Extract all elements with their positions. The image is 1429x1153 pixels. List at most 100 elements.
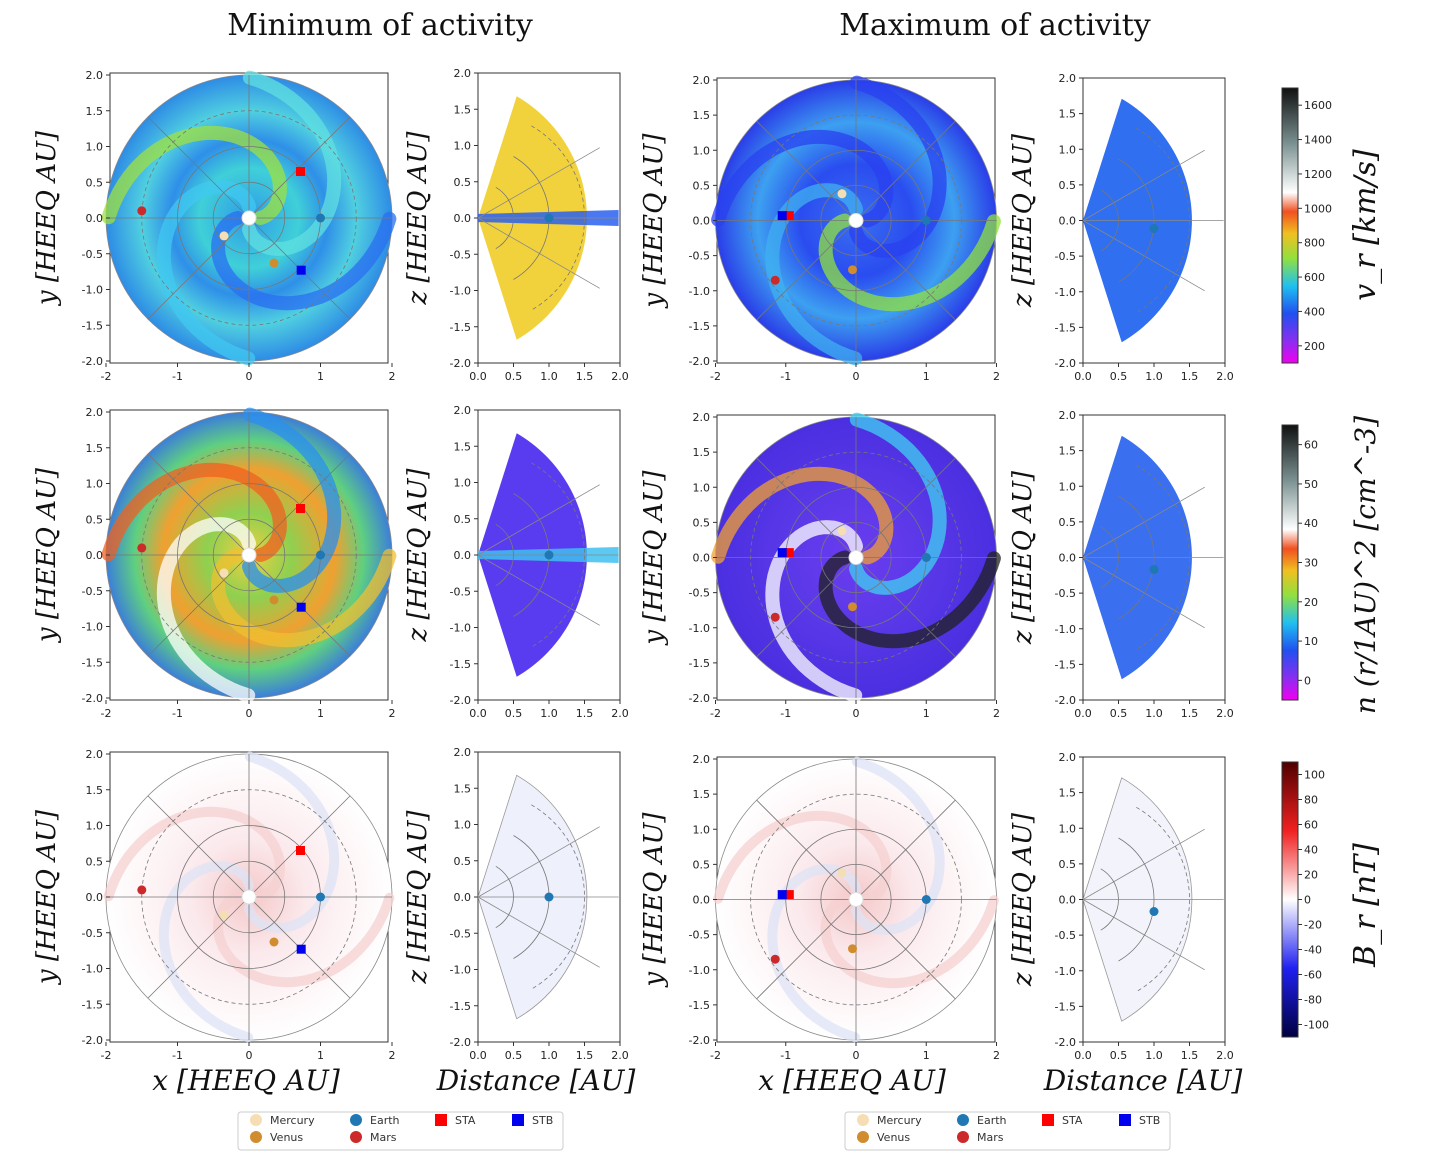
y-tick-label: 1.5	[693, 446, 711, 459]
x-tick-label: 1.5	[1181, 370, 1199, 383]
y-tick-label: -1.0	[450, 285, 471, 298]
y-axis-label: y [HEEQ AU]	[32, 467, 62, 643]
polar-grid-circle	[141, 110, 357, 326]
x-tick-label: 1.0	[540, 707, 558, 720]
x-tick-label: 1	[317, 370, 324, 383]
y-tick-label: 0.5	[454, 855, 472, 868]
y-tick-label: 0.0	[693, 215, 711, 228]
colorbar-vr-tick-label: 1400	[1304, 134, 1332, 147]
y-tick-label: 1.0	[454, 140, 472, 153]
y-tick-label: -2.0	[1055, 357, 1076, 370]
y-axis-label: y [HEEQ AU]	[639, 133, 669, 309]
x-tick-label: 0.5	[505, 1049, 523, 1062]
y-tick-label: 2.0	[86, 69, 104, 82]
merid-grid-arc	[1100, 526, 1119, 589]
y-tick-label: -2.0	[450, 357, 471, 370]
y-tick-label: 1.5	[693, 109, 711, 122]
merid-grid-line	[477, 826, 600, 898]
mars-marker	[137, 885, 147, 895]
merid-grid-line	[1082, 149, 1205, 221]
mars-legend-marker	[350, 1131, 362, 1143]
colorbar-br-tick-label: -80	[1304, 994, 1322, 1007]
y-tick-label: 1.0	[693, 481, 711, 494]
y-tick-label: -0.5	[1055, 587, 1076, 600]
polar-panel-r1-min: -2 -1 0 1 2 2.0 1.5 1.0 0.5 0.0 -0.5 -1.0 -1.5 -2.0 y …	[32, 406, 397, 720]
header-maximum: Maximum of activity	[839, 8, 1151, 43]
stb-legend-marker	[1119, 1114, 1131, 1126]
stb-legend-label: STB	[532, 1114, 553, 1127]
y-tick-label: 0.0	[1059, 894, 1077, 907]
x-tick-label: -1	[172, 370, 183, 383]
y-tick-label: 1.5	[86, 784, 104, 797]
merid-grid-arc	[1136, 464, 1190, 651]
y-tick-label: -1.5	[689, 320, 710, 333]
y-tick-label: 1.5	[1059, 108, 1077, 121]
y-tick-label: -0.5	[689, 250, 710, 263]
x-tick-label: 1.0	[540, 1049, 558, 1062]
x-tick-label: 1	[923, 370, 930, 383]
colorbar-n: 60 50 40 30 20 10 0 n (r/1AU)^2 [cm^-3]	[1281, 416, 1382, 714]
merid-grid-line	[1082, 557, 1205, 629]
y-axis-label: z [HEEQ AU]	[1008, 470, 1038, 645]
merid-grid-arc	[531, 804, 585, 990]
x-tick-label: 0.5	[505, 707, 523, 720]
y-tick-label: 0.0	[693, 894, 711, 907]
mars-legend-label: Mars	[977, 1131, 1004, 1144]
y-tick-label: -1.5	[1055, 1000, 1076, 1013]
merid-grid-arc	[495, 523, 514, 587]
x-tick-label: 1	[923, 707, 930, 720]
polar-grid-circle	[820, 521, 892, 594]
y-tick-label: -0.5	[689, 587, 710, 600]
merid-grid-line	[477, 147, 600, 219]
merid-grid-line	[1082, 899, 1205, 971]
x-tick-label: -1	[780, 707, 791, 720]
polar-grid-circle	[750, 114, 962, 327]
merid-grid-arc	[1136, 806, 1190, 993]
merid-grid-arc	[1118, 837, 1155, 962]
x-tick-label: 0	[246, 1049, 253, 1062]
y-tick-label: -1.0	[450, 622, 471, 635]
colorbar-br-label: B_r [nT]	[1348, 843, 1383, 968]
earth-marker	[316, 213, 325, 223]
earth-marker	[316, 892, 325, 902]
y-tick-label: 0.5	[454, 176, 472, 189]
merid-grid-arc	[1118, 158, 1155, 283]
venus-legend-label: Venus	[270, 1131, 303, 1144]
sta-legend-label: STA	[1062, 1114, 1083, 1127]
colorbar-vr-label: v_r [km/s]	[1348, 149, 1383, 301]
y-tick-label: 2.0	[693, 74, 711, 87]
polar-panel-r2-max: -2 -1 0 1 2 2.0 1.5 1.0 0.5 0.0 -0.5 -1.0 -1.5 -2.0 y …	[639, 753, 1000, 1062]
stb-legend-label: STB	[1139, 1114, 1160, 1127]
y-tick-label: 0.0	[86, 212, 104, 225]
x-tick-label: -1	[780, 370, 791, 383]
sta-legend-marker	[1042, 1114, 1054, 1126]
x-tick-label: -2	[710, 707, 721, 720]
y-tick-label: -1.0	[1055, 965, 1076, 978]
x-tick-label: 2	[389, 370, 396, 383]
x-tick-label: -2	[101, 707, 112, 720]
x-tick-label: 0.0	[1074, 1049, 1092, 1062]
y-tick-label: 2.0	[86, 748, 104, 761]
merid-grid-arc	[1118, 495, 1155, 620]
x-tick-label: 2	[993, 370, 1000, 383]
y-tick-label: 0.0	[693, 552, 711, 565]
y-tick-label: -1.0	[1055, 623, 1076, 636]
y-axis-label: z [HEEQ AU]	[403, 468, 433, 643]
y-axis-label: y [HEEQ AU]	[639, 470, 669, 646]
y-tick-label: 1.5	[454, 440, 472, 453]
x-tick-label: -2	[710, 370, 721, 383]
merid-grid-arc	[495, 865, 514, 929]
xlabel-polar-min: x [HEEQ AU]	[152, 1064, 340, 1097]
legend-maximum: Mercury Venus Earth Mars STA STB	[844, 1111, 1171, 1151]
x-tick-label: 1	[923, 1049, 930, 1062]
stb-legend-marker	[512, 1114, 524, 1126]
mercury-marker	[219, 910, 229, 920]
y-tick-label: 0.0	[1059, 552, 1077, 565]
y-tick-label: 2.0	[454, 404, 472, 417]
mercury-marker	[837, 189, 847, 199]
polar-grid-circle	[141, 789, 357, 1005]
colorbar-n-tick-label: 50	[1304, 478, 1318, 491]
venus-marker	[269, 937, 279, 947]
y-tick-label: 0.5	[454, 513, 472, 526]
y-tick-label: -1.0	[689, 622, 710, 635]
